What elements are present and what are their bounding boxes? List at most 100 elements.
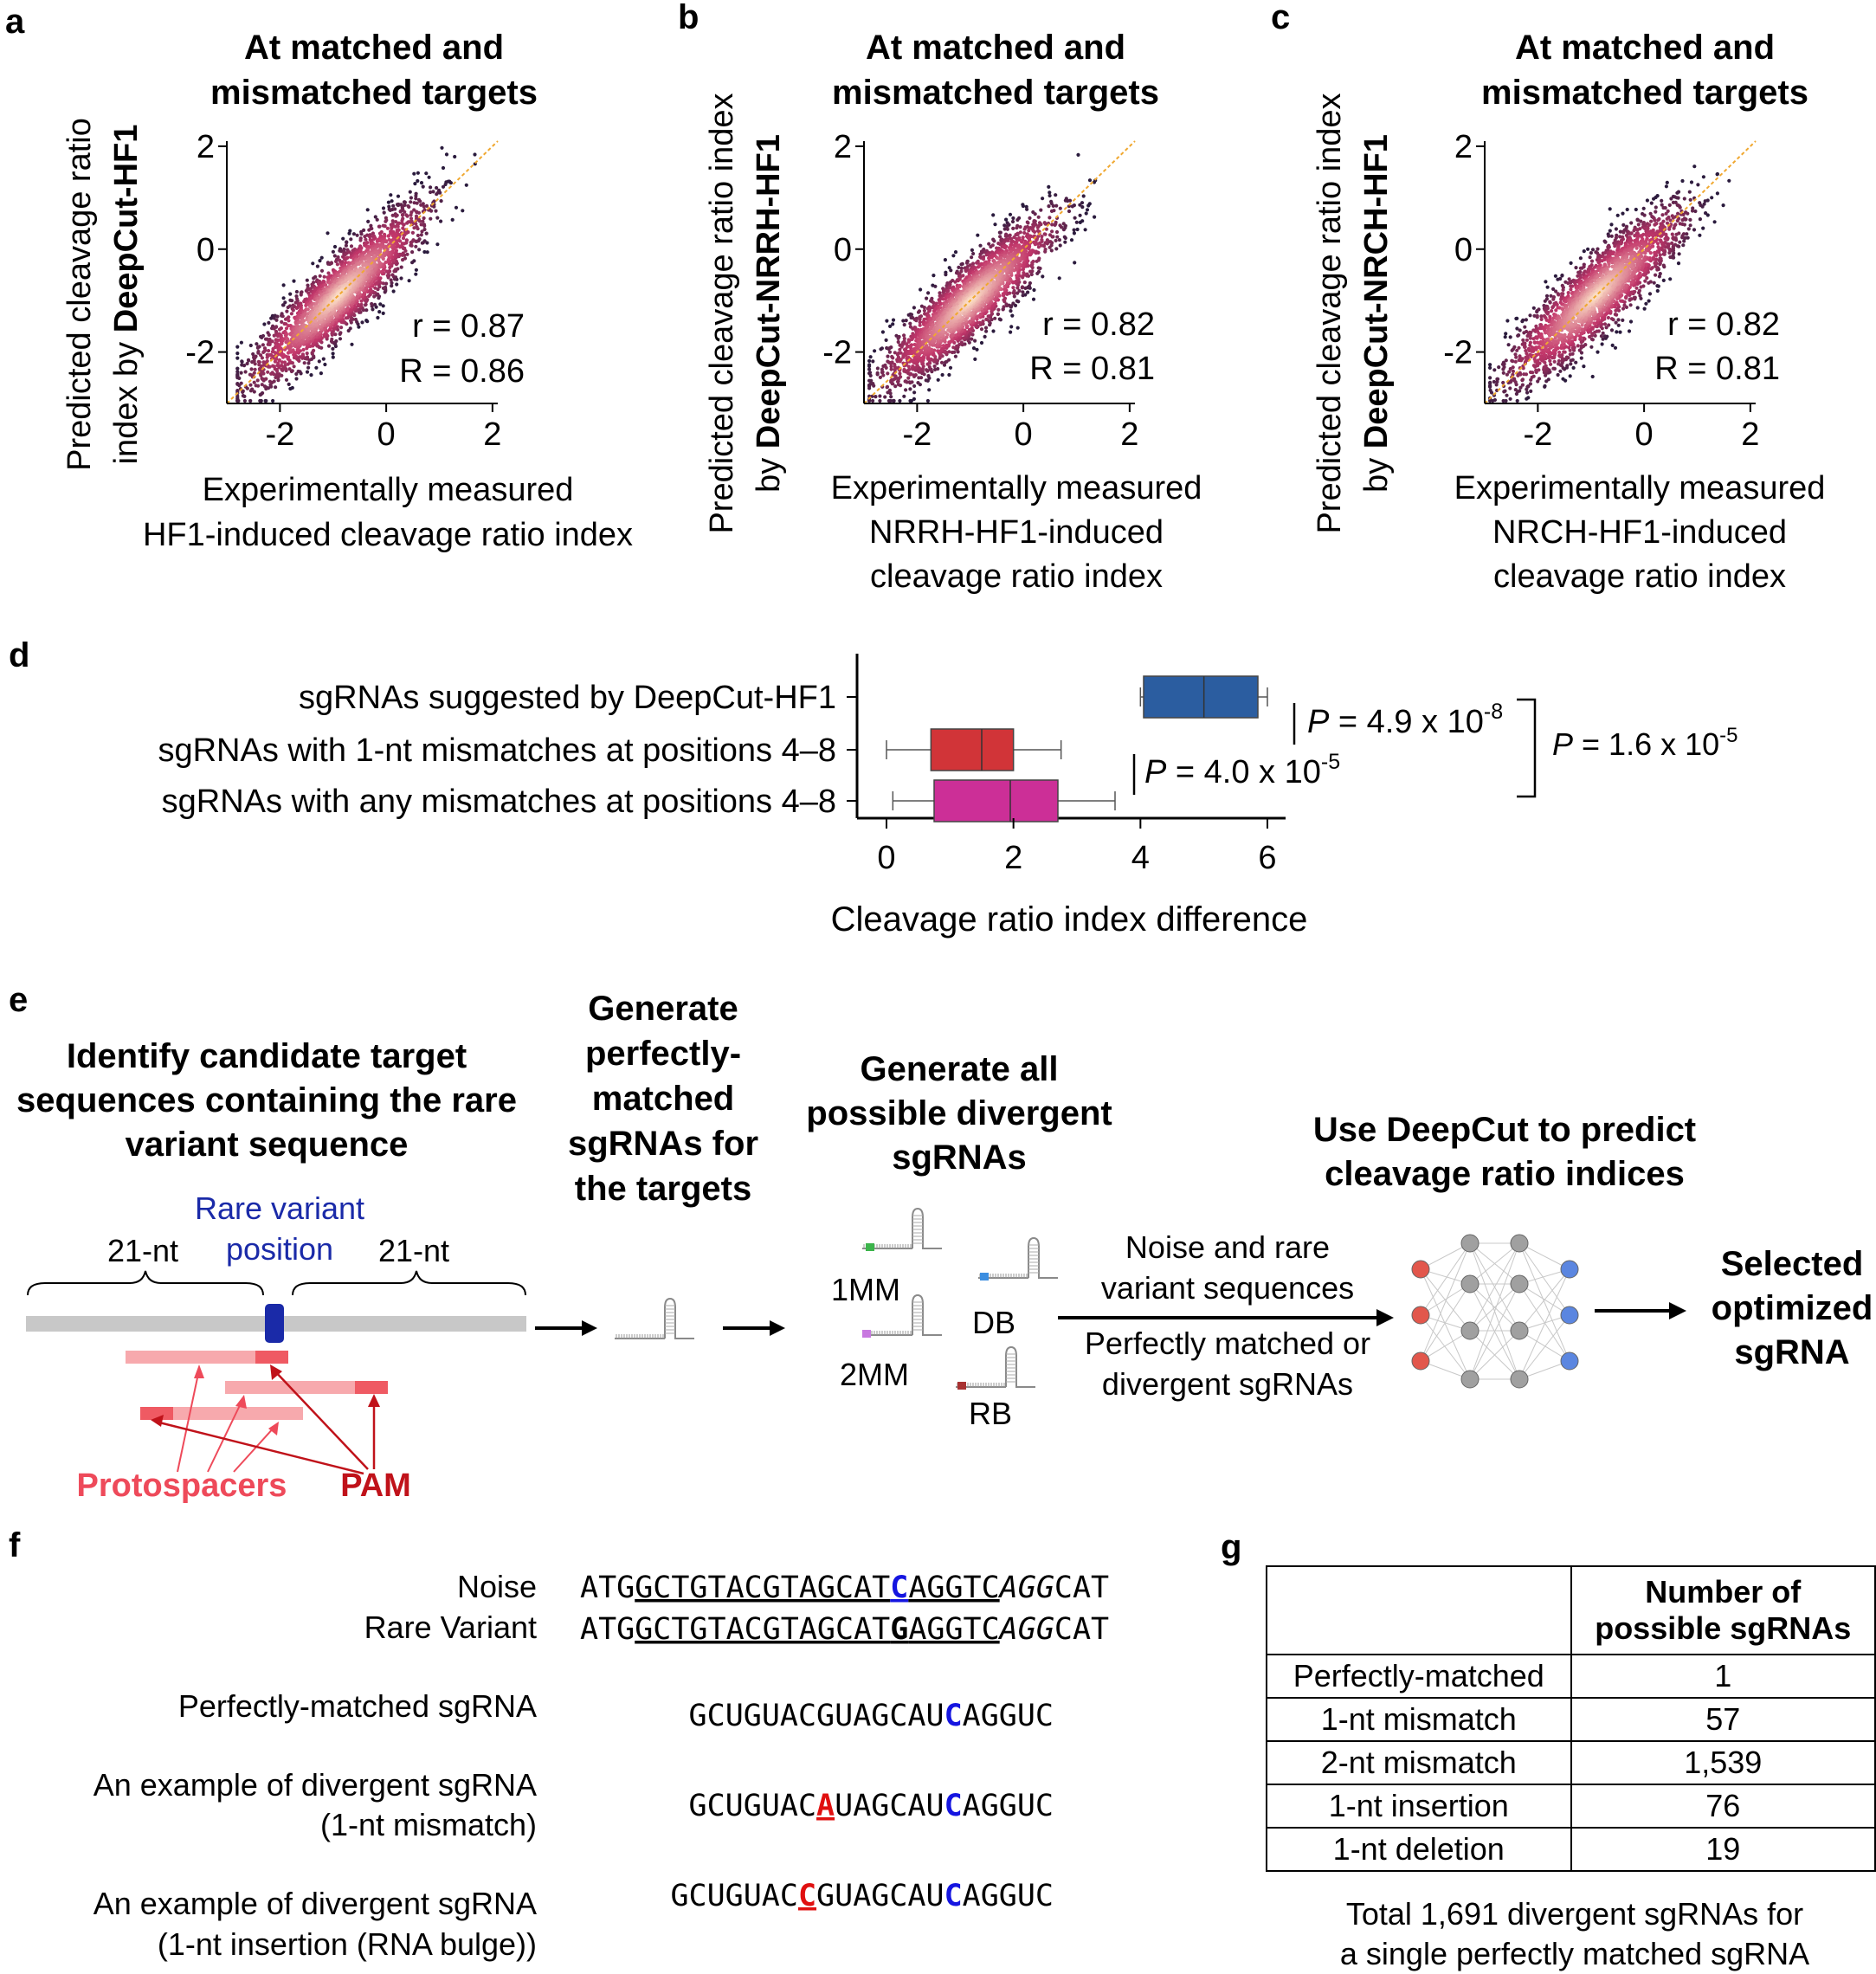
scatter-point [908, 322, 912, 326]
panel-letter-b: b [678, 0, 699, 36]
scatter-point [919, 324, 922, 327]
scatter-point [399, 210, 403, 213]
scatter-point [868, 371, 872, 374]
scatter-point [428, 176, 431, 179]
scatter-point [1048, 216, 1051, 219]
scatter-point [990, 255, 994, 259]
scatter-point [235, 357, 239, 360]
scatter-point [971, 252, 975, 255]
scatter-point [318, 359, 321, 363]
scatter-point [255, 384, 258, 387]
scatter-point [249, 344, 253, 347]
scatter-point [332, 352, 335, 355]
scatter-point [345, 241, 348, 244]
scatter-point [898, 372, 901, 376]
scatter-point [944, 360, 947, 364]
scatter-point [965, 261, 969, 265]
scatter-point [384, 220, 387, 223]
scatter-point [1076, 228, 1080, 231]
scatter-point [980, 327, 983, 331]
scatter-point [1016, 326, 1020, 330]
scatter-point [881, 371, 885, 374]
scatter-point [429, 185, 432, 189]
scatter-point [306, 361, 310, 364]
scatter-point [409, 241, 413, 244]
scatter-point [1011, 227, 1015, 230]
scatter-point [977, 265, 980, 268]
scatter-point [946, 328, 950, 332]
scatter-point [885, 319, 888, 323]
scatter-point [401, 227, 404, 230]
scatter-point [254, 355, 257, 358]
scatter-point [358, 262, 361, 266]
scatter-point [925, 297, 928, 300]
x-tick-label: 2 [483, 416, 501, 453]
scatter-point [271, 364, 274, 368]
scatter-point [908, 387, 912, 390]
scatter-point [1013, 289, 1016, 293]
scatter-point [296, 306, 300, 309]
scatter-point [1058, 238, 1061, 242]
scatter-point [261, 343, 265, 346]
scatter-point [917, 376, 920, 379]
scatter-point [345, 316, 348, 319]
scatter-point [242, 394, 245, 397]
scatter-point [1054, 247, 1058, 250]
scatter-point [271, 371, 274, 374]
scatter-point [898, 399, 901, 403]
panel-a-pearson-r: r = 0.87 [412, 308, 525, 345]
scatter-point [1022, 261, 1026, 264]
scatter-point [1073, 231, 1076, 235]
scatter-point [352, 232, 356, 235]
scatter-point [949, 366, 952, 370]
scatter-point [908, 399, 912, 403]
scatter-point [1041, 197, 1044, 200]
scatter-point [415, 210, 418, 214]
scatter-point [1073, 216, 1077, 220]
scatter-point [971, 261, 975, 265]
scatter-point [258, 399, 261, 403]
scatter-point [311, 261, 314, 265]
scatter-point [1032, 298, 1035, 301]
scatter-point [333, 245, 337, 248]
scatter-point [1047, 185, 1050, 189]
scatter-point [970, 248, 974, 252]
scatter-point [253, 381, 256, 384]
scatter-point [1004, 218, 1008, 222]
scatter-point [410, 250, 414, 254]
scatter-point [987, 314, 990, 318]
scatter-point [274, 385, 277, 389]
scatter-point [268, 343, 272, 346]
scatter-point [1023, 281, 1027, 284]
scatter-point [386, 274, 390, 277]
scatter-point [401, 213, 404, 216]
scatter-point [973, 339, 977, 343]
scatter-point [885, 339, 888, 342]
scatter-point [453, 155, 456, 158]
scatter-point [280, 326, 283, 330]
scatter-point [416, 234, 420, 237]
scatter-point [285, 378, 288, 382]
scatter-point [273, 379, 276, 383]
scatter-point [439, 220, 442, 223]
scatter-point [1019, 225, 1022, 229]
scatter-point [1006, 239, 1009, 242]
scatter-point [410, 261, 414, 264]
scatter-point [1078, 203, 1081, 207]
scatter-point [991, 213, 995, 216]
scatter-point [984, 330, 988, 333]
scatter-point [254, 368, 257, 371]
scatter-point [451, 218, 454, 222]
scatter-point [435, 216, 439, 220]
scatter-point [442, 185, 445, 189]
scatter-point [338, 331, 342, 334]
scatter-point [405, 238, 409, 242]
scatter-point [912, 390, 916, 394]
scatter-point [1003, 285, 1007, 288]
scatter-point [889, 345, 893, 349]
scatter-point [401, 258, 404, 261]
scatter-point [241, 360, 244, 364]
scatter-point [253, 371, 256, 375]
scatter-point [288, 293, 292, 296]
scatter-point [416, 171, 420, 175]
